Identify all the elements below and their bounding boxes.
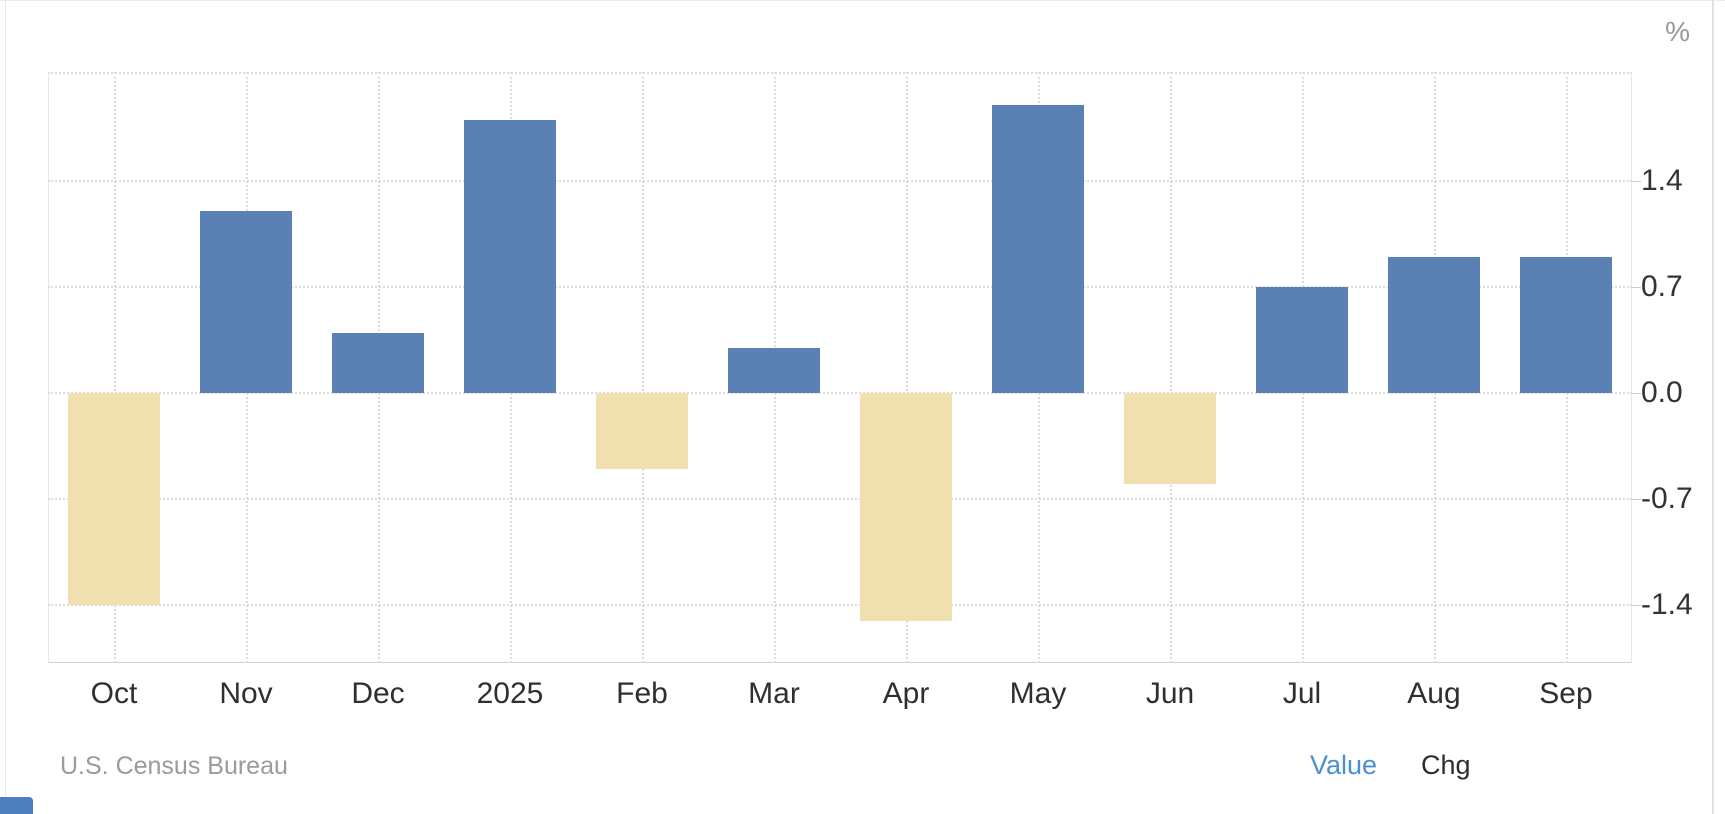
x-axis-label: Sep [1539,677,1593,710]
x-axis-label: 2025 [476,677,544,710]
x-axis-label: Dec [351,677,405,710]
bar-dec[interactable] [332,332,424,394]
x-axis-label: May [1009,677,1067,710]
chg-toggle-link[interactable]: Chg [1421,750,1471,780]
y-axis-tick [1632,499,1641,501]
y-axis-unit-label: % [1665,16,1690,47]
x-axis-label: Jul [1282,677,1322,710]
bar-sep[interactable] [1520,256,1612,394]
window-top-border [0,0,1725,1]
plot-area [48,72,1632,663]
bar-may[interactable] [992,105,1084,394]
bar-jul[interactable] [1256,287,1348,394]
value-toggle-link[interactable]: Value [1310,750,1378,780]
x-axis-label: Apr [882,677,930,710]
bar-nov[interactable] [200,211,292,394]
x-axis-label: Jun [1145,677,1195,710]
x-axis-label: Feb [616,677,668,710]
x-axis-label: Nov [219,677,273,710]
y-axis-tick [1632,287,1641,289]
y-axis-tick [1632,605,1641,607]
x-axis-label: Oct [90,677,138,710]
bar-mar[interactable] [728,347,820,394]
partial-element-bottom-left [0,797,33,814]
y-axis-tick [1632,181,1641,183]
window-left-border [5,0,6,814]
x-axis-label: Mar [748,677,800,710]
source-attribution: U.S. Census Bureau [60,752,288,780]
bar-feb[interactable] [596,393,688,470]
bar-jun[interactable] [1124,393,1216,485]
x-axis-label: Aug [1407,677,1461,710]
bar-2025[interactable] [464,120,556,394]
y-axis-tick [1632,393,1641,395]
bar-aug[interactable] [1388,256,1480,394]
bar-oct[interactable] [68,393,160,606]
bar-apr[interactable] [860,393,952,621]
scrollbar-track[interactable] [1712,0,1714,814]
